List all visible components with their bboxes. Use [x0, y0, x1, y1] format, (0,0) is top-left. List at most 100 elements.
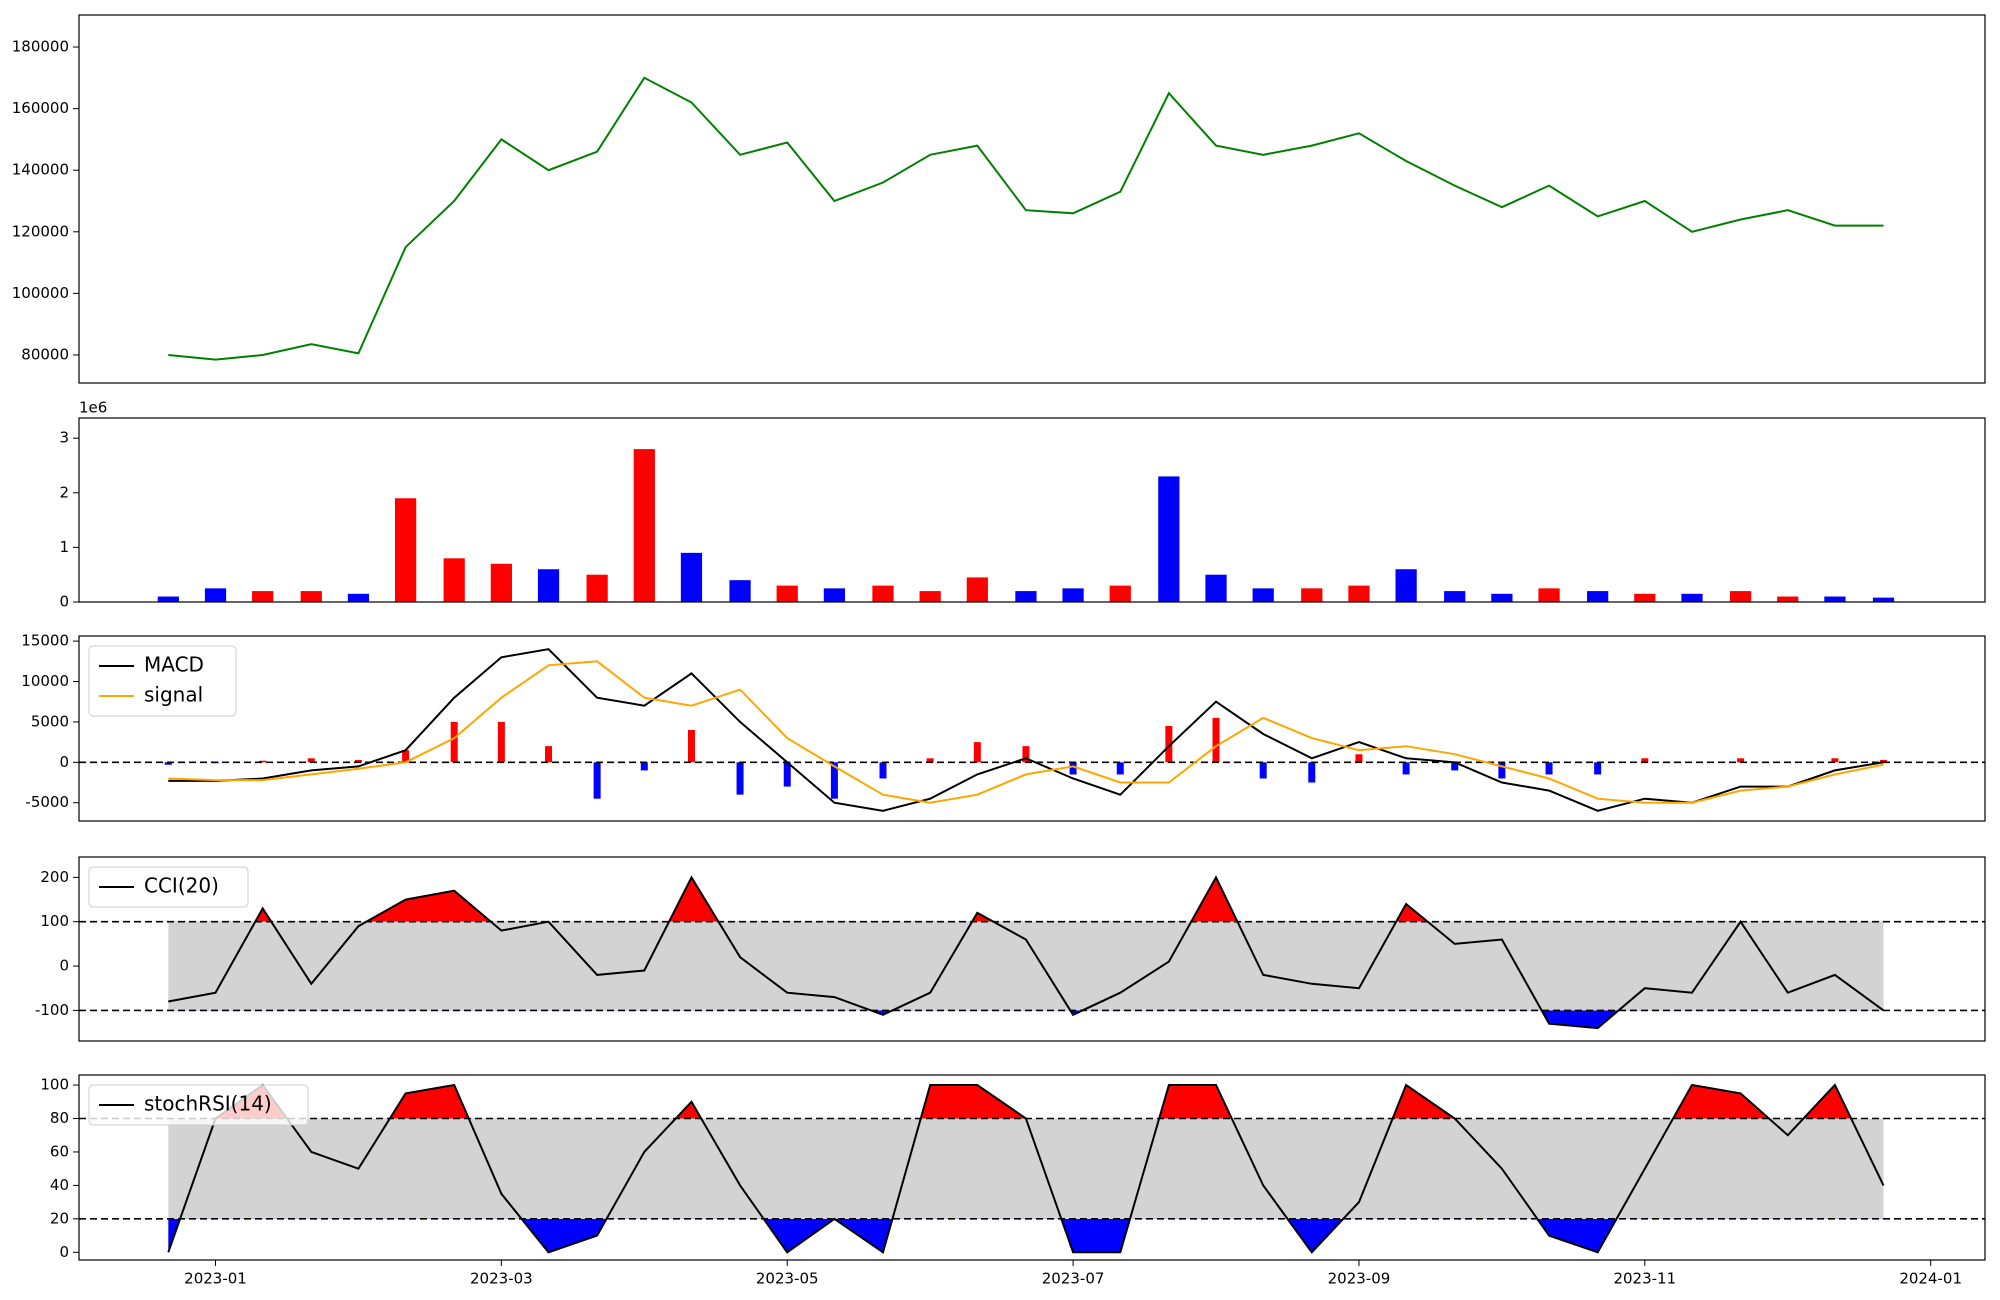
- panel-frame: [78, 417, 1986, 603]
- offset-label: 1e6: [79, 399, 107, 417]
- histogram-bar: [450, 721, 458, 763]
- volume-bar: [443, 558, 465, 602]
- panel: 80000 100000 120000 140000 160000 180000: [12, 14, 1986, 384]
- histogram-bar: [1259, 762, 1267, 779]
- volume-bar: [680, 552, 703, 602]
- price-line: [168, 76, 1884, 361]
- indicator-line: [168, 875, 1885, 1030]
- volume-bar: [1587, 591, 1609, 602]
- y-tick-label: 140000: [12, 161, 69, 179]
- y-tick-label: 60: [50, 1142, 69, 1160]
- y-tick-label: 100000: [12, 284, 69, 302]
- y-tick-label: 10000: [21, 672, 69, 690]
- x-tick-label: 2023-03: [470, 1270, 533, 1288]
- y-tick-label: 20: [50, 1209, 69, 1227]
- histogram-bar: [1022, 746, 1030, 763]
- y-tick-label: 120000: [12, 222, 69, 240]
- y-tick-label: 1: [59, 538, 69, 556]
- legend-label: CCI(20): [144, 874, 219, 898]
- panel-frame: [78, 635, 1986, 822]
- histogram-bar: [1402, 762, 1410, 775]
- volume-bar: [1109, 585, 1131, 602]
- histogram-bar: [307, 758, 315, 763]
- panel: 0 20 40 60 80 100 2023-01 2023-03 2023-05 2023-07…: [40, 1074, 1986, 1288]
- volume-bar: [490, 563, 512, 602]
- histogram-bar: [402, 750, 410, 763]
- histogram-bar: [545, 746, 553, 763]
- volume-bar: [1015, 591, 1037, 602]
- y-tick-label: 180000: [12, 38, 69, 56]
- y-tick-label: 0: [59, 957, 69, 975]
- legend-box: [88, 866, 249, 908]
- histogram-bar: [783, 762, 791, 787]
- histogram-bar: [973, 742, 981, 763]
- plot-area: [79, 875, 1985, 1030]
- histogram-bar: [497, 721, 505, 763]
- volume-bar: [1634, 593, 1656, 602]
- neutral-band: [168, 1118, 1884, 1219]
- y-tick-label: 100: [40, 912, 69, 930]
- volume-bar: [157, 596, 179, 602]
- volume-bar: [729, 580, 751, 602]
- histogram-bar: [926, 758, 934, 763]
- histogram-bar: [1116, 762, 1124, 775]
- histogram-bar: [1641, 758, 1649, 763]
- volume-bar: [252, 591, 274, 602]
- y-tick-label: 2: [59, 483, 69, 501]
- volume-bar: [823, 588, 846, 602]
- volume-bar: [872, 585, 894, 602]
- histogram-bar: [593, 762, 601, 799]
- y-tick-label: 160000: [12, 99, 69, 117]
- histogram-bar: [1498, 762, 1506, 779]
- volume-bar: [300, 591, 322, 602]
- histogram-bar: [1069, 762, 1077, 775]
- y-tick-label: -100: [35, 1001, 69, 1019]
- x-tick-label: 2023-05: [756, 1270, 819, 1288]
- overbought-fill: [255, 877, 1741, 922]
- volume-bar: [1062, 588, 1084, 602]
- volume-bar: [1301, 588, 1323, 602]
- volume-bar: [204, 588, 227, 602]
- y-tick-label: 0: [59, 753, 69, 771]
- legend-label: signal: [144, 683, 203, 707]
- x-tick-label: 2024-01: [1899, 1270, 1962, 1288]
- y-tick-label: 100: [40, 1076, 69, 1094]
- histogram-bar: [164, 762, 172, 765]
- legend-label: stochRSI(14): [144, 1092, 272, 1116]
- histogram-bar: [354, 759, 362, 763]
- panel-frame: [78, 856, 1986, 1042]
- histogram-bar: [640, 762, 648, 771]
- panel: 0 1 2 3 1e6: [59, 399, 1986, 611]
- indicator-line: [168, 648, 1884, 812]
- volume-bar: [1444, 591, 1466, 602]
- volume-bar: [1491, 593, 1513, 602]
- volume-bar: [1777, 596, 1799, 602]
- histogram-bar: [879, 762, 887, 779]
- histogram-bar: [1451, 762, 1459, 771]
- panel: -100 0 100 200 CCI(20): [35, 856, 1986, 1042]
- volume-bar: [1538, 588, 1560, 602]
- volume-bar: [1205, 574, 1227, 602]
- histogram-bar: [1737, 758, 1745, 763]
- volume-bar: [1348, 585, 1370, 602]
- panel-frame: [78, 14, 1986, 384]
- histogram-bar: [830, 762, 838, 799]
- volume-bar: [347, 593, 370, 602]
- x-tick-label: 2023-01: [184, 1270, 247, 1288]
- oversold-fill: [168, 1218, 1617, 1253]
- y-tick-label: 0: [59, 1243, 69, 1261]
- volume-bar: [1158, 476, 1180, 602]
- plot-area: [79, 1083, 1985, 1254]
- legend-box: [88, 645, 237, 717]
- plot-area: [79, 648, 1985, 812]
- histogram-bar: [1212, 717, 1220, 763]
- volume-bar: [1729, 591, 1752, 602]
- volume-bar: [633, 449, 655, 602]
- y-tick-label: 80000: [21, 345, 69, 363]
- volume-bar: [776, 585, 798, 602]
- volume-bar: [537, 569, 560, 602]
- histogram-bar: [1545, 762, 1553, 775]
- overbought-fill: [168, 1085, 1884, 1119]
- volume-bar: [1872, 597, 1895, 602]
